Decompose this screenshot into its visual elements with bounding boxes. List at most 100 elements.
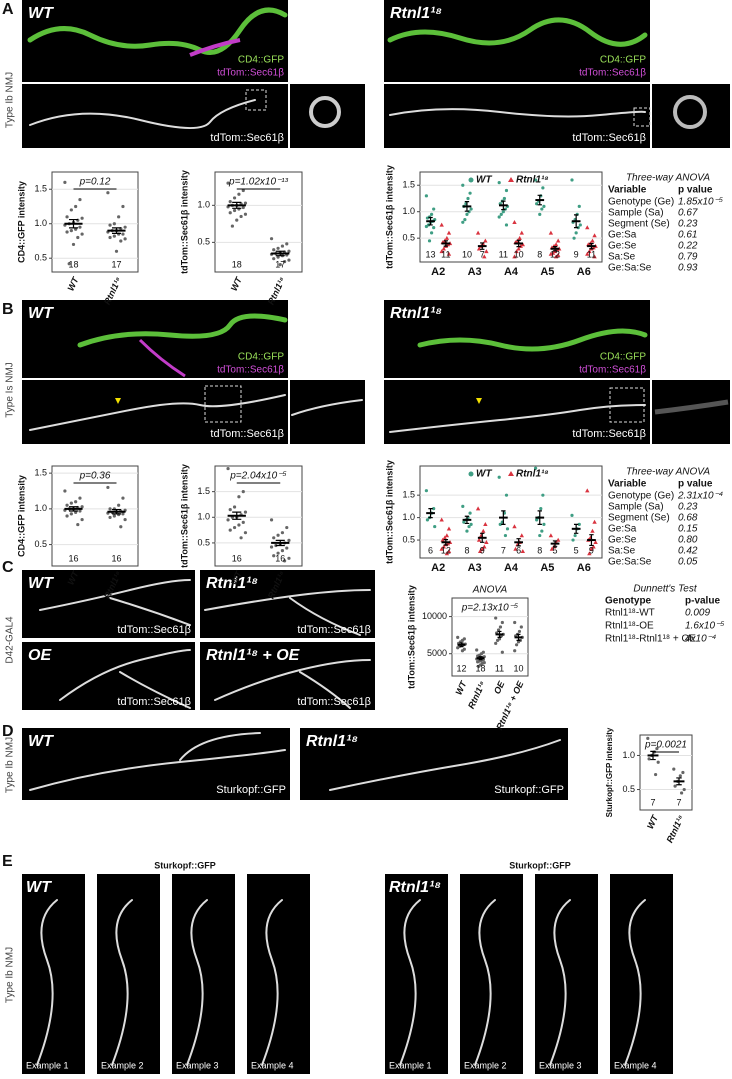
neuron [138, 338, 186, 378]
error-bar [516, 239, 521, 248]
table-cell: Ge:Se [608, 535, 637, 546]
data-point [481, 528, 486, 533]
data-point [476, 660, 480, 664]
neuron [474, 899, 496, 1066]
x-tick-label: WT [229, 274, 245, 292]
table-cell: 2.31x10⁻⁴ [677, 491, 723, 502]
panel-letter: E [2, 853, 13, 870]
data-point [512, 254, 517, 259]
micrograph [460, 874, 523, 1074]
y-tick-label: 1.0 [34, 503, 47, 513]
genotype: Rtnl1¹⁸ [390, 5, 442, 22]
image-group: WT tdTom::Sec61β Rtnl1¹⁸ tdTom::Sec61β O… [22, 570, 375, 710]
n-label: 7 [501, 545, 506, 555]
image-group: WT CD4::GFP tdTom::Sec61β tdTom::Sec61β … [22, 300, 730, 444]
data-point [232, 525, 237, 530]
data-point [243, 201, 248, 205]
table-cell: 0.15 [678, 524, 698, 535]
channel-label: tdTom::Sec61β [572, 132, 646, 144]
data-point [432, 207, 436, 211]
zoom-box [609, 387, 645, 423]
n-label: 6 [516, 545, 521, 555]
x-tick-label: Rtnl1¹⁸ [466, 679, 488, 710]
n-label: 11 [499, 249, 508, 259]
table-cell: 1.85x10⁻⁵ [678, 197, 723, 208]
data-point [69, 512, 73, 516]
y-axis-label: tdTom::Sec61β intensity [384, 165, 394, 269]
data-point [516, 246, 521, 251]
error-bar [111, 227, 122, 234]
data-point [276, 551, 280, 555]
micrograph [385, 874, 448, 1074]
legend-marker [508, 177, 514, 182]
data-point [475, 230, 481, 235]
data-point [587, 551, 592, 556]
error-bar [443, 539, 449, 546]
n-label: 11 [441, 249, 450, 259]
data-point [276, 255, 280, 259]
data-point [494, 616, 498, 620]
x-tick-label: WT [645, 812, 661, 830]
data-point [496, 628, 501, 632]
n-label: 11 [495, 663, 504, 673]
data-point [570, 513, 574, 517]
side-label: Type Is NMJ [5, 362, 16, 418]
genotype: OE [28, 647, 52, 664]
micrograph [535, 874, 598, 1074]
data-point [540, 207, 544, 211]
micrograph [200, 570, 375, 638]
table-cell: Rtnl1¹⁸-OE [605, 621, 654, 632]
neuron [329, 739, 561, 791]
data-point [446, 548, 452, 553]
data-point [572, 236, 576, 240]
data-point [285, 525, 289, 530]
y-tick-label: 0.5 [34, 253, 47, 263]
y-tick-label: 0.5 [197, 537, 210, 547]
data-point [446, 230, 452, 235]
data-point [504, 493, 509, 497]
data-point [108, 515, 112, 520]
data-point [269, 237, 274, 241]
data-point [112, 234, 116, 238]
data-point [461, 504, 465, 508]
data-point [505, 527, 510, 531]
image-group: WT CD4::GFP tdTom::Sec61β tdTom::Sec61β … [22, 0, 730, 148]
genotype: WT [28, 733, 54, 750]
neuron [389, 404, 646, 433]
channel-header: Sturkopf::GFP [509, 860, 571, 870]
error-bar [275, 539, 285, 547]
n-label: 9 [480, 545, 485, 555]
data-point [276, 533, 280, 537]
channel-label: CD4::GFP [600, 352, 646, 363]
data-point [226, 518, 230, 522]
data-point [114, 249, 119, 253]
data-point [76, 522, 80, 527]
data-point [555, 238, 561, 243]
data-point [553, 242, 559, 247]
y-tick-label: 1.5 [402, 490, 415, 500]
data-point [280, 531, 285, 535]
data-point [432, 225, 436, 230]
n-label: 9 [589, 545, 594, 555]
data-point [681, 770, 685, 775]
table-cell: Segment (Se) [608, 219, 670, 230]
data-point [119, 525, 123, 529]
neuron [189, 38, 241, 57]
y-tick-label: 0.5 [197, 237, 210, 247]
data-point [512, 219, 517, 224]
image-group: Sturkopf::GFP Sturkopf::GFP Example 1 Exa… [22, 860, 673, 1074]
data-point [123, 237, 127, 241]
x-tick-label: A4 [504, 562, 519, 574]
data-point [232, 505, 237, 509]
neuron [387, 17, 648, 47]
data-point [444, 533, 450, 538]
data-point [74, 204, 78, 209]
data-point [468, 511, 472, 515]
data-point [656, 760, 660, 764]
y-tick-label: 5000 [427, 648, 447, 658]
channel-label: Sturkopf::GFP [494, 784, 564, 796]
data-point [541, 186, 545, 190]
data-point [239, 214, 243, 219]
panel-letter: D [2, 723, 14, 740]
table-title: Dunnett's Test [633, 584, 697, 595]
